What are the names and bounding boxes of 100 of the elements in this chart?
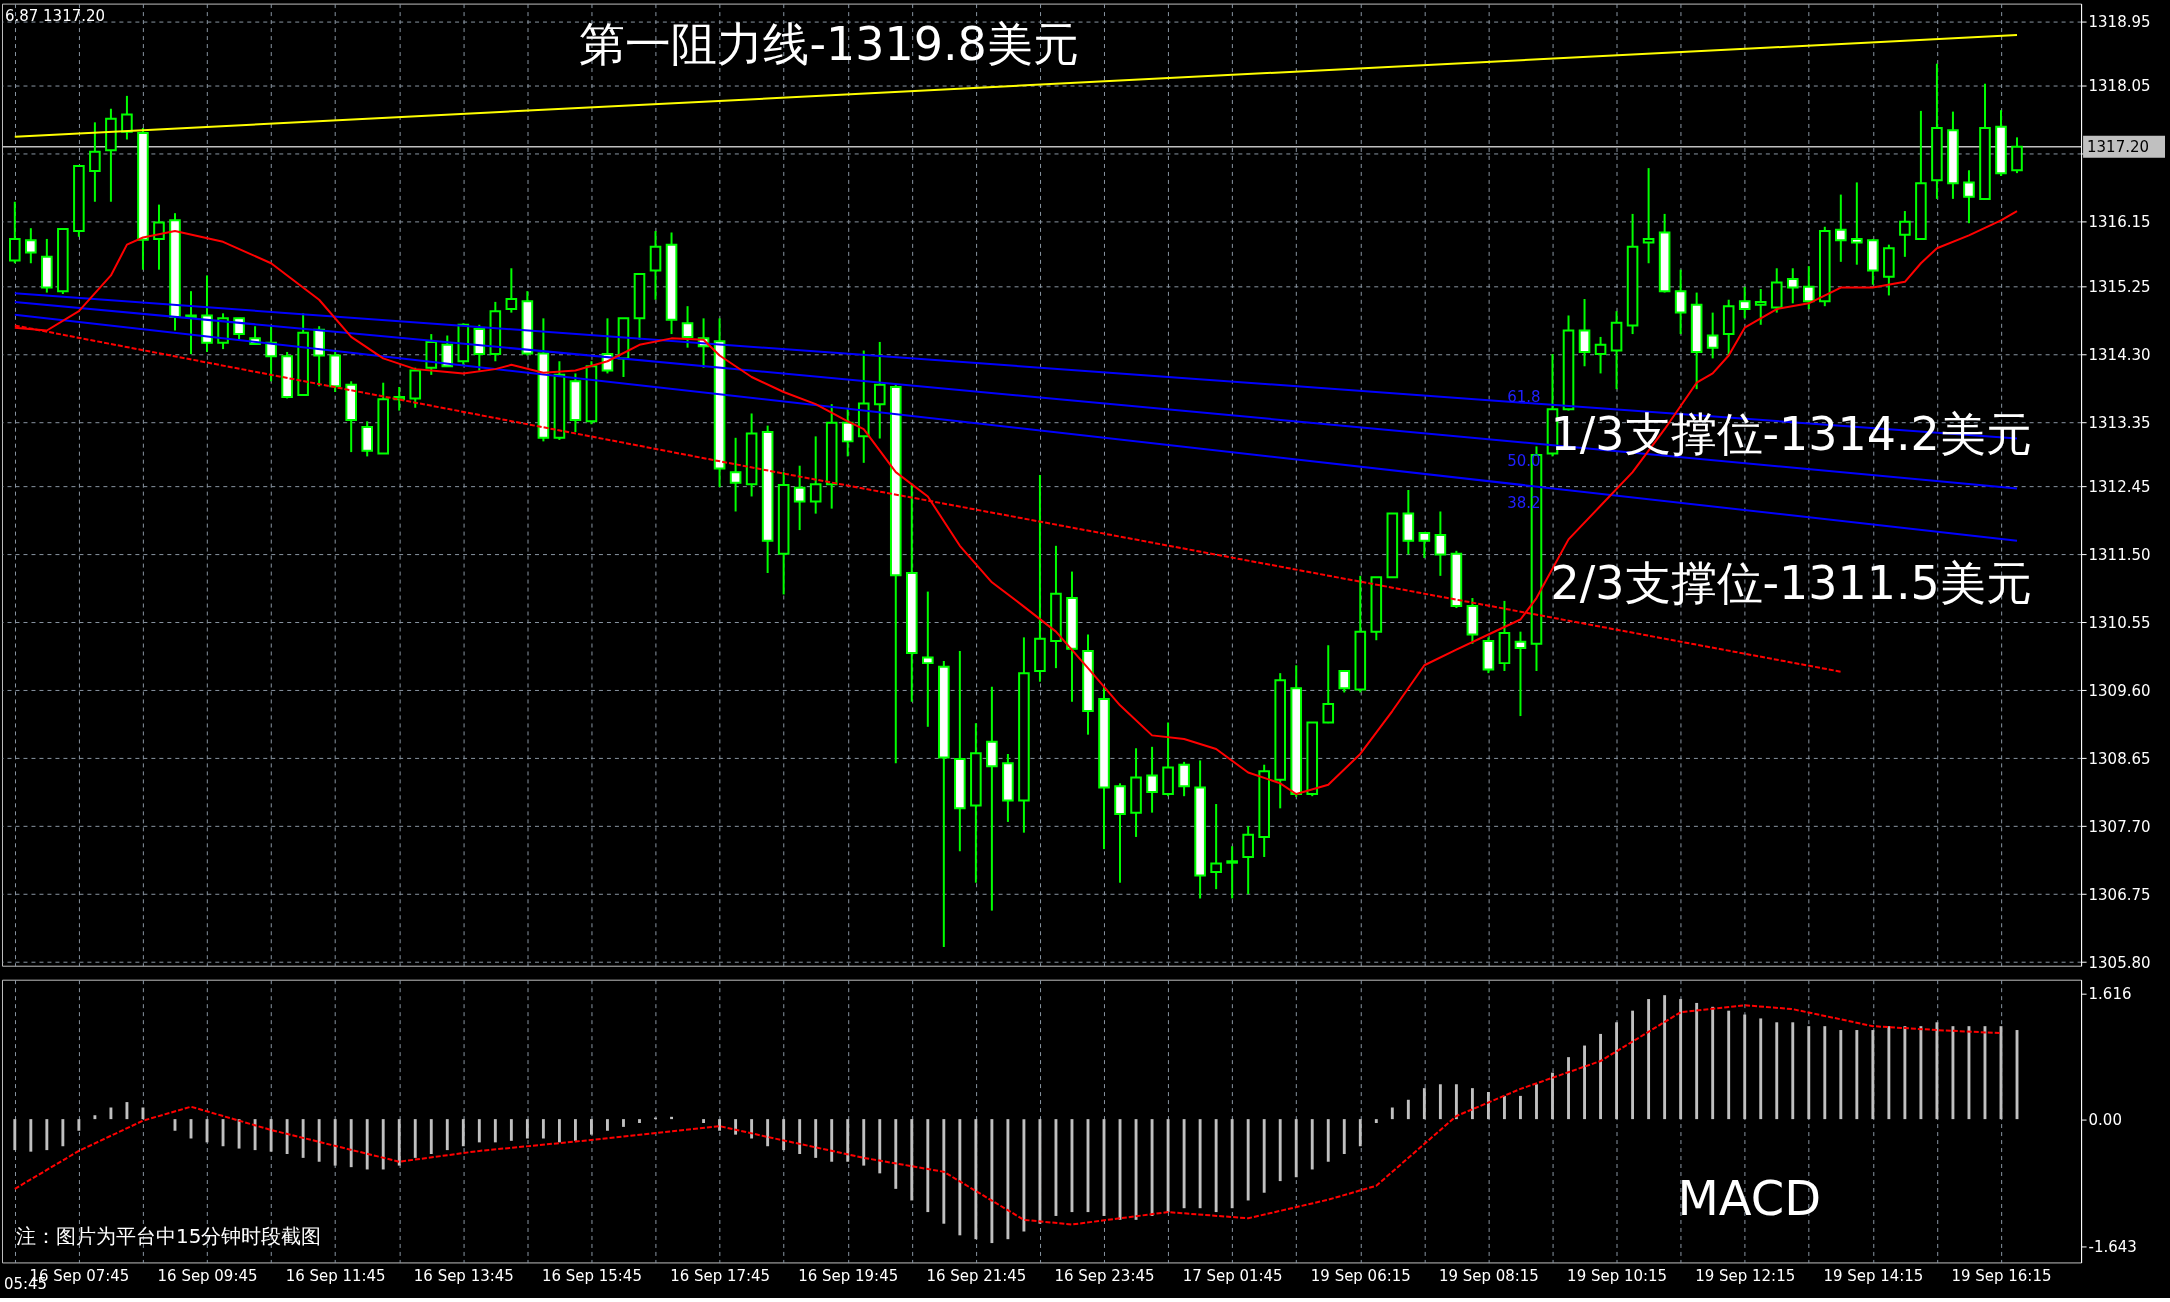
y-tick-label: 1316.15 — [2088, 213, 2151, 232]
candlestick — [1963, 169, 1975, 225]
candlestick — [1642, 167, 1655, 265]
x-tick-label: 19 Sep 06:15 — [1310, 1266, 1411, 1285]
bar — [445, 1119, 449, 1151]
candlestick — [1578, 298, 1591, 368]
y-tick-label: 1314.30 — [2088, 345, 2151, 364]
bar — [1150, 1119, 1154, 1216]
bar — [1438, 1084, 1442, 1120]
candlestick — [729, 436, 742, 513]
bar — [125, 1102, 129, 1120]
bar — [1374, 1119, 1378, 1123]
annotation: 第一阻力线-1319.8美元 — [579, 16, 1079, 71]
y-tick-label: 1312.45 — [2088, 477, 2151, 496]
bar — [1326, 1119, 1330, 1162]
bar — [1310, 1119, 1314, 1170]
candlestick — [361, 420, 373, 458]
candlestick — [1514, 630, 1527, 718]
bar — [1951, 1026, 1955, 1120]
x-tick-label: 19 Sep 08:15 — [1438, 1266, 1539, 1285]
bar — [958, 1119, 962, 1236]
x-tick-label: 19 Sep 10:15 — [1567, 1266, 1668, 1285]
bar — [1919, 1026, 1923, 1120]
bar — [830, 1119, 834, 1162]
bar — [93, 1115, 97, 1120]
x-tick-label: 16 Sep 13:45 — [413, 1266, 514, 1285]
bar — [1230, 1119, 1234, 1209]
bar — [1182, 1119, 1186, 1209]
bar — [766, 1119, 770, 1147]
bar — [429, 1119, 433, 1154]
bar — [1503, 1095, 1506, 1120]
bar — [1342, 1119, 1346, 1154]
bar — [269, 1119, 273, 1152]
y-tick-label: 1309.60 — [2088, 681, 2151, 700]
y-tick-label: 1.616 — [2088, 985, 2132, 1004]
candlestick — [1835, 193, 1847, 263]
bar — [1551, 1072, 1554, 1120]
bar — [638, 1119, 641, 1123]
candlestick — [873, 340, 886, 440]
x-tick-label: 16 Sep 23:45 — [1054, 1266, 1155, 1285]
bar — [1839, 1030, 1843, 1120]
bar — [1470, 1088, 1474, 1120]
bar — [1903, 1026, 1907, 1120]
bar — [477, 1119, 481, 1143]
bar — [1166, 1119, 1170, 1213]
bar — [1663, 995, 1667, 1120]
bar — [1567, 1057, 1570, 1120]
bar — [718, 1119, 722, 1131]
annotation: 注：图片为平台中15分钟时段截图 — [15, 1224, 322, 1249]
bar — [878, 1119, 882, 1174]
candlestick — [1226, 845, 1238, 900]
bar — [1631, 1010, 1635, 1120]
x-tick-label: 19 Sep 16:15 — [1951, 1266, 2052, 1285]
candlestick — [986, 685, 998, 912]
bar — [622, 1119, 625, 1127]
bar — [1038, 1119, 1042, 1224]
candlestick — [809, 435, 822, 515]
candlestick — [1178, 760, 1190, 798]
bar — [301, 1119, 305, 1158]
candlestick — [1210, 803, 1222, 891]
bar — [541, 1119, 545, 1139]
candlestick — [505, 267, 518, 314]
bar — [525, 1119, 529, 1139]
candlestick — [1594, 335, 1607, 375]
candlestick — [89, 121, 101, 203]
bar — [317, 1119, 321, 1162]
bar — [1535, 1084, 1538, 1120]
bar — [1935, 1022, 1939, 1120]
line-series — [13, 1004, 2002, 1226]
y-tick-label: 1308.65 — [2088, 749, 2151, 768]
bar — [798, 1119, 802, 1154]
bar — [782, 1119, 786, 1151]
bar — [1807, 1026, 1811, 1120]
candlestick — [1786, 267, 1799, 305]
bar — [974, 1119, 978, 1240]
bar — [365, 1119, 369, 1170]
y-tick-label: 1310.55 — [2088, 613, 2151, 632]
bar — [1294, 1119, 1298, 1178]
bar — [1615, 1022, 1619, 1120]
x-tick-label: 16 Sep 21:45 — [926, 1266, 1027, 1285]
bar — [894, 1119, 898, 1189]
bar — [1711, 1006, 1715, 1120]
annotation: MACD — [1677, 1170, 1822, 1227]
candlestick — [793, 464, 806, 532]
candlestick — [9, 200, 21, 265]
annotation: 2/3支撑位-1311.5美元 — [1550, 556, 2032, 611]
x-tick-label: 16 Sep 15:45 — [541, 1266, 642, 1285]
candlestick — [2011, 136, 2023, 175]
candlestick — [1851, 181, 1863, 266]
candlestick — [441, 334, 454, 368]
candlestick — [649, 230, 662, 301]
bar — [1887, 1026, 1891, 1120]
bar — [1486, 1092, 1490, 1120]
bar — [1358, 1119, 1362, 1147]
candlestick — [1146, 745, 1158, 814]
candlestick — [1322, 644, 1335, 725]
bar — [926, 1119, 930, 1213]
bar — [509, 1119, 513, 1141]
candlestick — [25, 227, 37, 265]
bar — [1647, 999, 1651, 1120]
